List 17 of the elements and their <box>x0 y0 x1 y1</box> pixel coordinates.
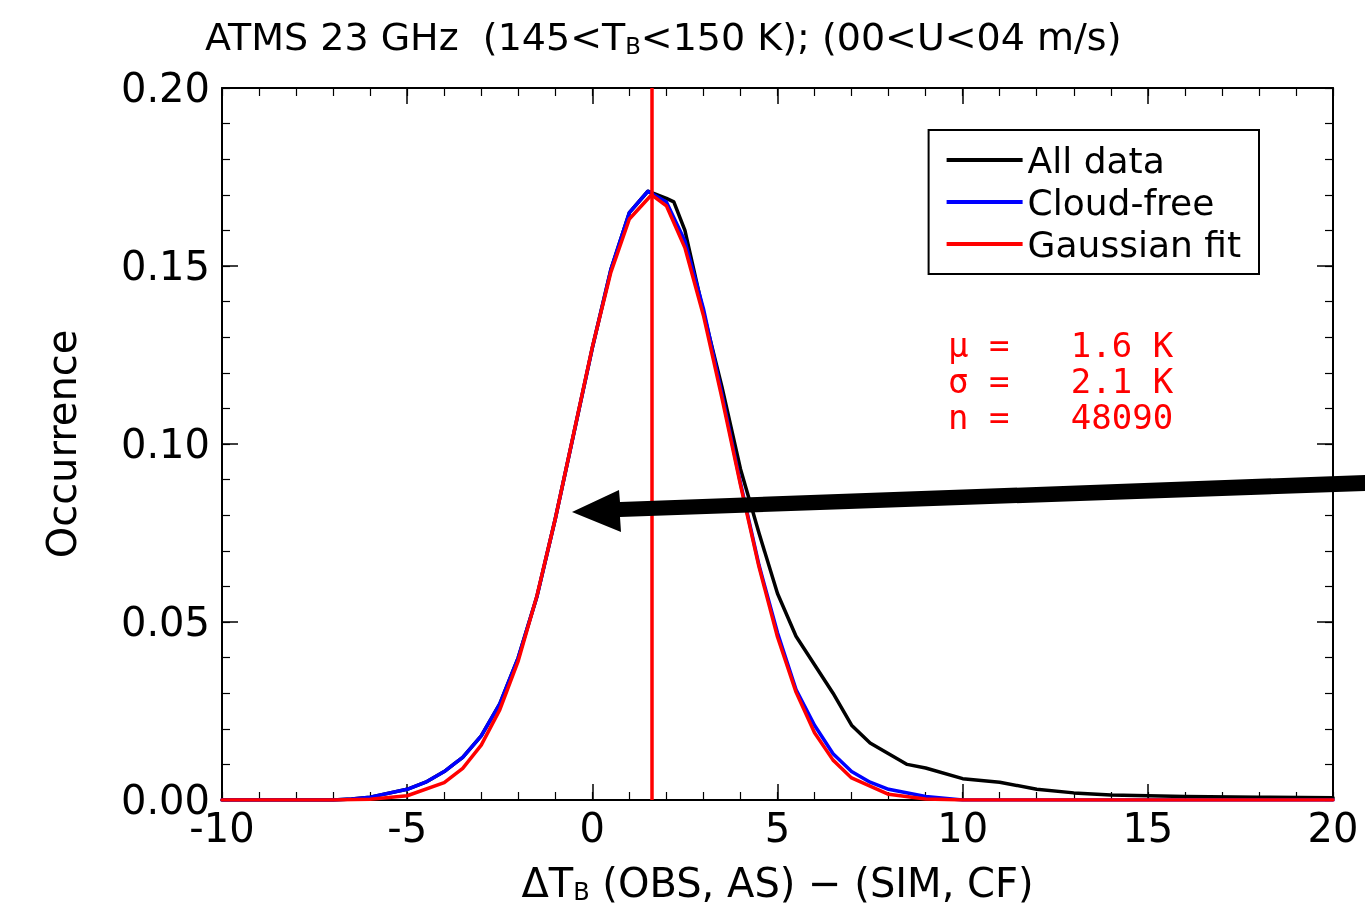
y-tick-label: 0.05 <box>120 599 210 645</box>
chart-title: ATMS 23 GHz (145<TB<150 K); (00<U<04 m/s) <box>205 15 1122 60</box>
annotation: n = 48090 <box>948 397 1174 437</box>
y-axis-title: Occurrence <box>39 329 85 559</box>
legend-label: Gaussian fit <box>1027 223 1242 265</box>
legend-label: Cloud-free <box>1027 181 1215 223</box>
x-tick-label: 15 <box>1122 805 1174 851</box>
x-axis-title: ΔTB (OBS, AS) − (SIM, CF) <box>521 860 1034 906</box>
x-tick-label: 10 <box>937 805 989 851</box>
y-tick-label: 0.10 <box>120 421 210 467</box>
x-tick-label: 5 <box>764 805 791 851</box>
x-tick-label: -5 <box>387 805 428 851</box>
x-tick-label: 20 <box>1307 805 1359 851</box>
y-tick-label: 0.20 <box>120 65 210 111</box>
legend-label: All data <box>1027 139 1165 181</box>
x-tick-label: 0 <box>579 805 606 851</box>
y-tick-label: 0.15 <box>120 243 210 289</box>
